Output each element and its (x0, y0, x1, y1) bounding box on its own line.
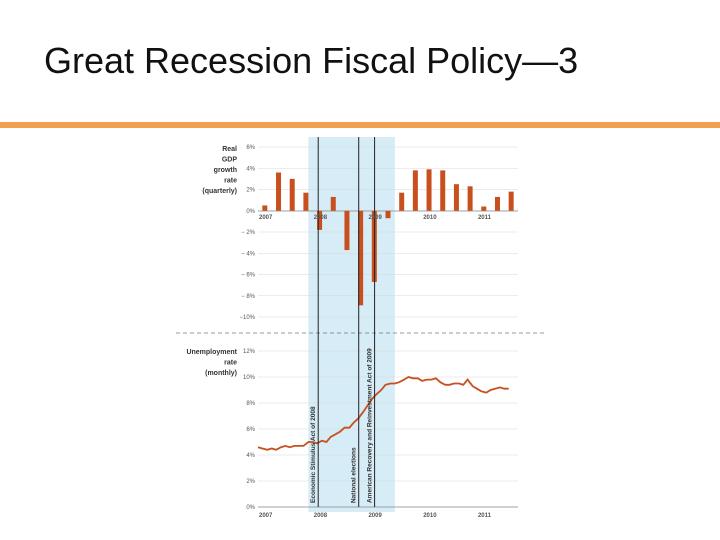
gdp-ytick-label: 6% (246, 145, 255, 151)
unemp-xtick-label: 2009 (368, 513, 382, 519)
gdp-bar (399, 192, 405, 211)
gdp-ytick-label: − 8% (241, 294, 256, 300)
title-accent-rule (0, 122, 720, 128)
gdp-bar (303, 192, 309, 211)
gdp-xtick-label: 2009 (368, 215, 382, 221)
gdp-bar (385, 210, 391, 219)
recession-shade (308, 137, 395, 512)
unemp-axis-title: Unemployment (186, 349, 237, 356)
unemp-ytick-label: 6% (246, 427, 255, 433)
slide-title: Great Recession Fiscal Policy—3 (44, 40, 579, 81)
gdp-bar (358, 210, 364, 306)
gdp-axis-title: (quarterly) (202, 188, 237, 195)
gdp-bar (412, 170, 418, 211)
gdp-xtick-label: 2010 (423, 215, 437, 221)
gdp-axis-title: growth (214, 167, 237, 174)
gdp-bar (330, 196, 336, 211)
unemp-ytick-label: 2% (246, 479, 255, 485)
gdp-xtick-label: 2011 (478, 215, 492, 221)
gdp-ytick-label: 0% (246, 209, 255, 215)
unemp-ytick-label: 0% (246, 505, 255, 511)
gdp-ytick-label: 4% (246, 166, 255, 172)
gdp-bar (467, 186, 473, 211)
gdp-xtick-label: 2008 (314, 215, 328, 221)
gdp-bar (453, 184, 459, 211)
gdp-bar (440, 170, 446, 211)
gdp-bar (508, 191, 514, 211)
gdp-bar (481, 206, 487, 211)
gdp-ytick-label: − 6% (241, 273, 256, 279)
gdp-axis-title: GDP (222, 157, 238, 164)
gdp-bar (426, 169, 432, 211)
gdp-ytick-label: − 4% (241, 251, 256, 257)
unemp-axis-title: (monthly) (205, 370, 237, 377)
unemp-ytick-label: 4% (246, 453, 255, 459)
unemp-xtick-label: 2007 (259, 513, 273, 519)
gdp-axis-title: Real (222, 146, 237, 153)
gdp-bar (317, 210, 323, 230)
gdp-bar (262, 205, 268, 211)
event-label: American Recovery and Reinvestment Act o… (367, 348, 374, 503)
gdp-ytick-label: − 2% (241, 230, 256, 236)
unemp-ytick-label: 10% (243, 375, 256, 381)
unemp-xtick-label: 2011 (478, 513, 492, 519)
gdp-ytick-label: 2% (246, 188, 255, 194)
gdp-ytick-label: −10% (239, 315, 255, 321)
gdp-bar (276, 172, 282, 211)
unemp-ytick-label: 12% (243, 349, 256, 355)
unemp-xtick-label: 2010 (423, 513, 437, 519)
gdp-xtick-label: 2007 (259, 215, 273, 221)
gdp-axis-title: rate (224, 178, 237, 185)
event-label: Economic Stimulus Act of 2008 (310, 406, 317, 503)
unemp-axis-title: rate (224, 360, 237, 367)
gdp-bar (494, 196, 500, 211)
gdp-bar (344, 210, 350, 251)
unemp-xtick-label: 2008 (314, 513, 328, 519)
gdp-bar (289, 178, 295, 211)
unemployment-line (257, 376, 509, 451)
unemp-ytick-label: 8% (246, 401, 255, 407)
event-label: National elections (351, 447, 358, 503)
